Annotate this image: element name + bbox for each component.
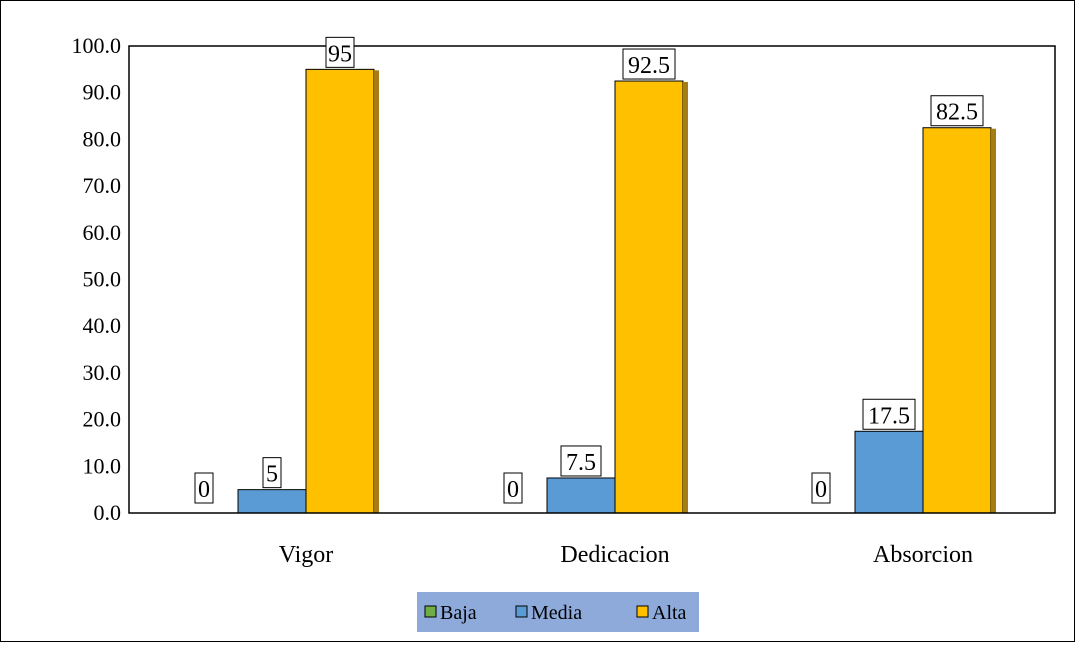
y-tick-label: 20.0 [83,407,122,432]
legend: Baja Media Alta [417,592,699,632]
bar-media-absorcion [854,430,924,514]
data-label-box [930,95,984,127]
data-label-box [622,48,676,80]
bar-alta-absorcion [922,127,992,514]
bars [237,68,996,514]
category-label-absorcion: Absorcion [873,542,973,568]
y-tick-label: 10.0 [83,453,122,478]
data-label-box [503,472,523,504]
data-label-media-absorcion: 17.5 [868,403,910,429]
data-label-media-dedicacion: 7.5 [566,450,596,476]
bar-side-alta-vigor [374,70,379,513]
data-label-box [811,472,831,504]
data-label-alta-vigor: 95 [328,41,352,67]
legend-label-alta: Alta [652,602,687,624]
category-label-vigor: Vigor [279,542,334,568]
y-tick-label: 80.0 [83,126,122,151]
data-label-media-vigor: 5 [266,462,278,488]
legend-swatch-alta [636,605,649,618]
legend-background [417,592,699,632]
legend-label-media: Media [531,602,582,624]
bar-media-dedicacion [546,477,616,514]
plot-area-border [128,45,1056,514]
y-tick-label: 50.0 [83,267,122,292]
data-label-box [194,472,214,504]
y-tick-label: 90.0 [83,80,122,105]
data-label-baja-dedicacion: 0 [507,477,519,503]
data-label-box [325,36,355,68]
bar-media-vigor [237,489,307,514]
data-label-baja-vigor: 0 [198,477,210,503]
y-tick-label: 60.0 [83,220,122,245]
data-label-box [262,457,282,489]
data-label-alta-dedicacion: 92.5 [628,53,670,79]
y-tick-label: 40.0 [83,313,122,338]
data-label-box [862,398,916,430]
data-label-baja-absorcion: 0 [815,477,827,503]
data-label-alta-absorcion: 82.5 [936,100,978,126]
y-tick-label: 70.0 [83,173,122,198]
legend-swatch-media [515,605,528,618]
y-axis-ticks: 0.0 10.0 20.0 30.0 40.0 50.0 60.0 70.0 80.0 90.0 1… [72,33,122,525]
category-label-dedicacion: Dedicacion [560,542,669,568]
category-labels: Vigor Dedicacion Absorcion [279,542,973,568]
data-labels: 0 5 95 0 7.5 92.5 0 17.5 82.5 [194,36,984,504]
bar-side-alta-dedicacion [683,82,688,514]
y-tick-label: 0.0 [94,500,122,525]
bar-alta-vigor [305,68,375,514]
y-tick-label: 30.0 [83,360,122,385]
y-tick-label: 100.0 [72,33,122,58]
legend-label-baja: Baja [440,602,477,624]
bar-alta-dedicacion [614,80,684,514]
data-label-box [560,445,602,477]
legend-swatch-baja [424,605,437,618]
bar-side-alta-absorcion [991,128,996,513]
